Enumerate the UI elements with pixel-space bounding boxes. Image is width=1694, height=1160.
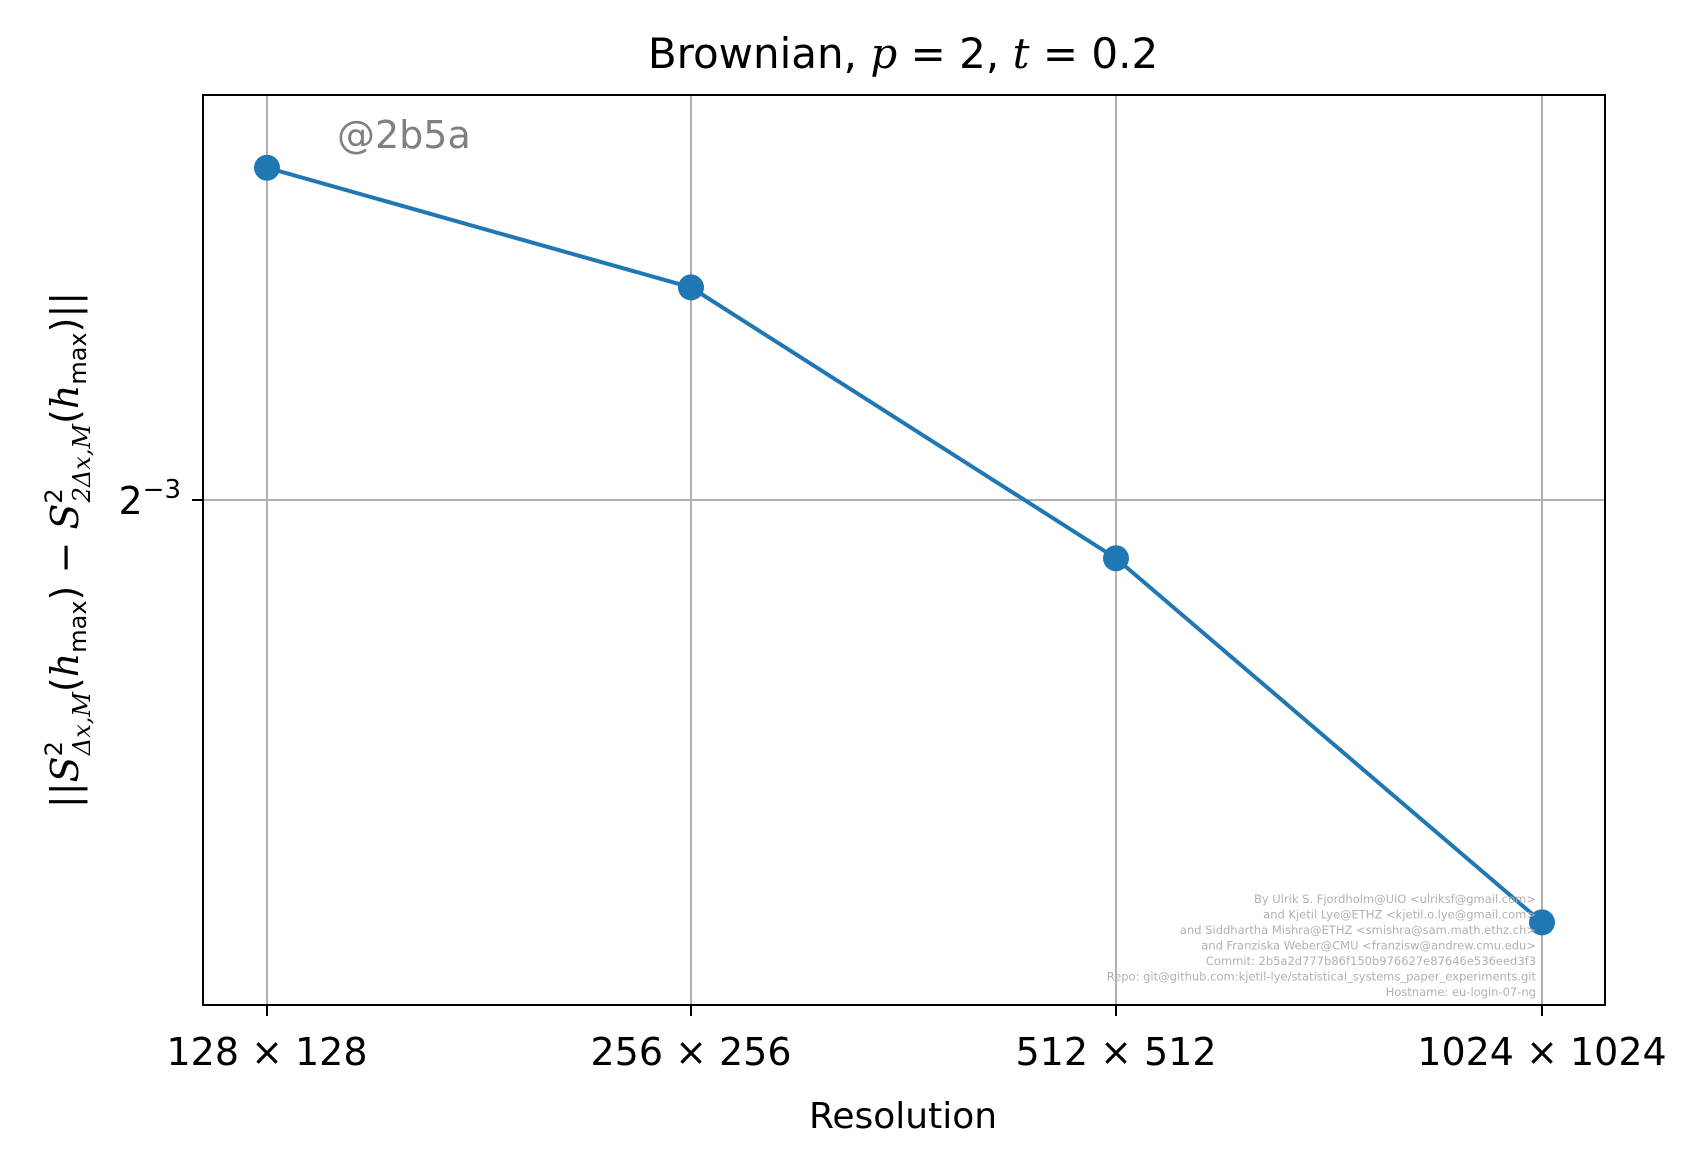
footer-line: and Kjetil Lye@ETHZ <kjetil.o.lye@gmail.… bbox=[1263, 908, 1536, 922]
data-point bbox=[678, 274, 704, 301]
author-footer: By Ulrik S. Fjordholm@UiO <ulriksf@gmail… bbox=[1107, 892, 1537, 999]
commit-annotation: @2b5a bbox=[337, 113, 471, 157]
data-point bbox=[254, 154, 280, 181]
plot-frame bbox=[202, 94, 1606, 1006]
series-line bbox=[266, 165, 1544, 924]
x-tick-label: 512 × 512 bbox=[1015, 1030, 1216, 1074]
axis-ticks: 128 × 128 256 × 256 512 × 512 1024 × 1024 2−… bbox=[118, 475, 1666, 1074]
series-layer bbox=[254, 154, 1555, 936]
x-axis-label: Resolution bbox=[809, 1096, 997, 1137]
x-tick-label: 1024 × 1024 bbox=[1417, 1030, 1666, 1074]
chart-title: Brownian, p = 2, t = 0.2 bbox=[648, 29, 1158, 78]
footer-line: and Franziska Weber@CMU <franzisw@andrew… bbox=[1201, 939, 1536, 953]
x-tick-label: 256 × 256 bbox=[590, 1030, 791, 1074]
y-tick-label: 2−3 bbox=[118, 475, 181, 523]
y-axis-label: ||S2Δx,M(hmax) − S22Δx,M(hmax)|| bbox=[40, 292, 96, 808]
data-point bbox=[1103, 545, 1129, 572]
footer-line: and Siddhartha Mishra@ETHZ <smishra@sam.… bbox=[1180, 923, 1536, 937]
x-tick-label: 128 × 128 bbox=[166, 1030, 367, 1074]
footer-line: By Ulrik S. Fjordholm@UiO <ulriksf@gmail… bbox=[1254, 892, 1536, 906]
footer-line: Commit: 2b5a2d777b86f150b976627e87646e53… bbox=[1206, 954, 1536, 968]
footer-line: Repo: git@github.com:kjetil-lye/statisti… bbox=[1107, 970, 1537, 984]
grid-lines bbox=[203, 95, 1605, 1005]
data-point bbox=[1529, 909, 1555, 936]
footer-line: Hostname: eu-login-07-ng bbox=[1386, 985, 1536, 999]
